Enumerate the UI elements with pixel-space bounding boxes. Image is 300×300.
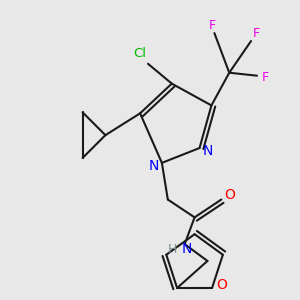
Text: F: F bbox=[252, 27, 260, 40]
Text: Cl: Cl bbox=[134, 47, 147, 60]
Text: N: N bbox=[202, 144, 213, 158]
Text: O: O bbox=[224, 188, 235, 202]
Text: O: O bbox=[217, 278, 227, 292]
Text: N: N bbox=[149, 159, 159, 173]
Text: F: F bbox=[261, 71, 268, 84]
Text: N: N bbox=[182, 242, 192, 256]
Text: F: F bbox=[209, 19, 216, 32]
Text: H: H bbox=[168, 243, 178, 256]
